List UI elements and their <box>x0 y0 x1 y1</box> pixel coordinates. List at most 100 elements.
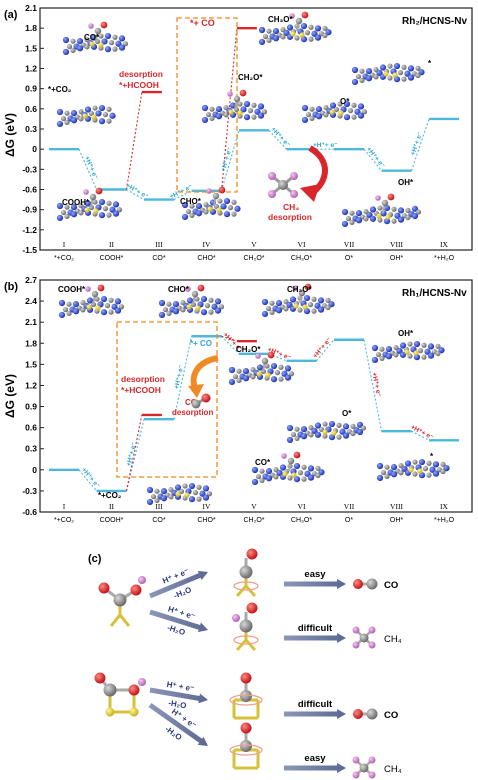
panel-b-co-desorption-label-2: desorption <box>172 408 213 417</box>
adsorbate-model <box>229 672 263 720</box>
catalyst-structure <box>58 284 125 319</box>
ytick-label: 1.8 <box>25 23 37 33</box>
panel-b-co-side-label: *+ CO <box>190 339 212 348</box>
panel-a-label: (a) <box>4 9 18 21</box>
reaction-arrow <box>148 702 209 747</box>
verdict-label: difficult <box>298 623 333 634</box>
panel-a-ch4-label: CH₄ <box>283 202 299 212</box>
ytick-label: 0 <box>32 465 37 475</box>
panel-a-step-labels: +H⁺+ e⁻ +H⁺+ e⁻ +H⁺+ e⁻ +H⁺+ e⁻ +H⁺+ e⁻ +H⁺+ … <box>83 126 425 201</box>
ytick-label: -0.3 <box>22 164 37 174</box>
panel-b-co-arrow-head <box>188 384 204 398</box>
panel-a-hcooh-label: *+HCOOH <box>119 80 159 90</box>
state-label: CHO* <box>197 255 216 262</box>
panel-b: (b) Rh₁/HCNS-Nv ΔG (eV) 2.7 2.4 2.1 1.8 1.5 1… <box>3 275 473 524</box>
state-label: OH* <box>390 255 404 262</box>
ytick-label: 2.7 <box>25 275 37 285</box>
panel-b-desorption-label: desorption <box>121 374 165 384</box>
level-connector <box>220 130 240 191</box>
roman-label: IX <box>440 240 448 249</box>
catalyst-structure <box>158 284 225 319</box>
roman-label: VIII <box>390 240 403 249</box>
level-connector <box>221 335 240 355</box>
catalyst-structure <box>201 89 268 124</box>
state-label: CH₂O* <box>244 255 265 262</box>
panel-b-energy-levels <box>49 335 459 493</box>
catalyst-structure <box>228 351 295 386</box>
reaction-arrow <box>284 579 346 589</box>
adsorbate-model <box>229 722 263 770</box>
structure-label: OH* <box>398 329 414 338</box>
roman-label: VII <box>344 240 355 249</box>
panel-b-co-molecule <box>191 393 211 409</box>
reaction-arrow <box>284 763 346 773</box>
panel-b-label: (b) <box>4 281 18 293</box>
ytick-label: -1.5 <box>22 245 37 255</box>
ytick-label: 0.3 <box>25 124 37 134</box>
step-label: +H⁺+ e⁻ <box>313 142 338 149</box>
panel-b-ylabel: ΔG (eV) <box>3 374 17 418</box>
step-label: +H⁺+ e⁻ <box>365 146 386 170</box>
step-label: +H⁺+ e⁻ <box>220 146 234 172</box>
ytick-label: 1.5 <box>25 43 37 53</box>
adsorbate-model <box>233 548 259 598</box>
structure-label: CH₃O* <box>287 285 312 294</box>
state-label: *+H₂O <box>434 517 455 524</box>
state-label: *+H₂O <box>434 255 455 262</box>
catalyst-structure <box>341 193 422 228</box>
panel-a-roman-labels: I II III IV V VI VII VIII IX <box>63 240 449 249</box>
state-label: CHO* <box>197 517 216 524</box>
structure-label: CO* <box>84 33 100 42</box>
state-label: O* <box>345 517 353 524</box>
state-label: CH₃O* <box>291 517 312 524</box>
roman-label: IV <box>203 240 211 249</box>
step-label: +H⁺+ e⁻ <box>83 155 99 181</box>
roman-label: IV <box>203 502 211 511</box>
state-label: COOH* <box>100 255 124 262</box>
ytick-label: 0 <box>32 144 37 154</box>
panel-a-structures: CO* *+CO₂ COOH* CHO* CH₃O* CH₂O* O* OH* * <box>48 11 432 228</box>
step-label: +H⁺+ e⁻ <box>125 182 150 201</box>
step-label: +H⁺+ e⁻ <box>269 126 291 149</box>
ytick-label: -0.6 <box>22 185 37 195</box>
ytick-label: 0.9 <box>25 84 37 94</box>
state-label: CH₃O* <box>291 255 312 262</box>
panel-b-state-labels: *+CO₂ COOH* CO* CHO* CH₂O* CH₃O* O* OH* *+H₂O <box>54 517 455 524</box>
roman-label: VI <box>298 502 306 511</box>
product-label: CO <box>384 710 398 721</box>
roman-label: II <box>109 240 114 249</box>
catalyst-structure <box>371 340 445 364</box>
structure-label: CHO* <box>180 197 202 206</box>
state-label: *+CO₂ <box>54 255 74 262</box>
structure-label: CH₃O* <box>268 15 293 24</box>
level-connector <box>78 148 98 190</box>
panel-a-title: Rh₂/HCNS-Nv <box>402 16 467 27</box>
ytick-label: 0.9 <box>25 402 37 412</box>
product-label: CH₄ <box>384 764 402 775</box>
roman-label: II <box>109 502 114 511</box>
ch4-molecule <box>352 626 376 649</box>
roman-label: I <box>63 502 66 511</box>
level-connector <box>126 189 145 201</box>
ytick-label: 0.6 <box>25 423 37 433</box>
panel-a-energy-levels <box>49 26 459 201</box>
ytick-label: -0.3 <box>22 486 37 496</box>
reaction-arrow <box>284 709 346 719</box>
panel-b-highlight-box <box>116 321 218 478</box>
panel-a-state-labels: *+CO₂ COOH* CO* CHO* CH₂O* CH₃O* O* OH* *+H₂O <box>54 255 455 262</box>
arrow-bottom-label: -H₂O <box>168 698 187 710</box>
reaction-arrow <box>149 609 208 633</box>
structure-label: CH₂O* <box>236 345 261 354</box>
catalyst-structure <box>62 21 129 56</box>
panel-b-frame <box>39 279 473 513</box>
panel-a-ch4-arrow-head <box>300 184 320 202</box>
step-label: +H⁺+ e⁻ <box>80 466 101 490</box>
product-label: CH₄ <box>384 634 402 645</box>
roman-label: IX <box>440 502 448 511</box>
panel-b-title: Rh₁/HCNS-Nv <box>402 288 467 299</box>
panel-a-yticks: 2.1 1.8 1.5 1.2 0.9 0.6 0.3 0 -0.3 -0.6 -0.9 -1.2 -1… <box>22 3 44 255</box>
state-label: O* <box>345 255 353 262</box>
level-connector <box>78 469 97 492</box>
